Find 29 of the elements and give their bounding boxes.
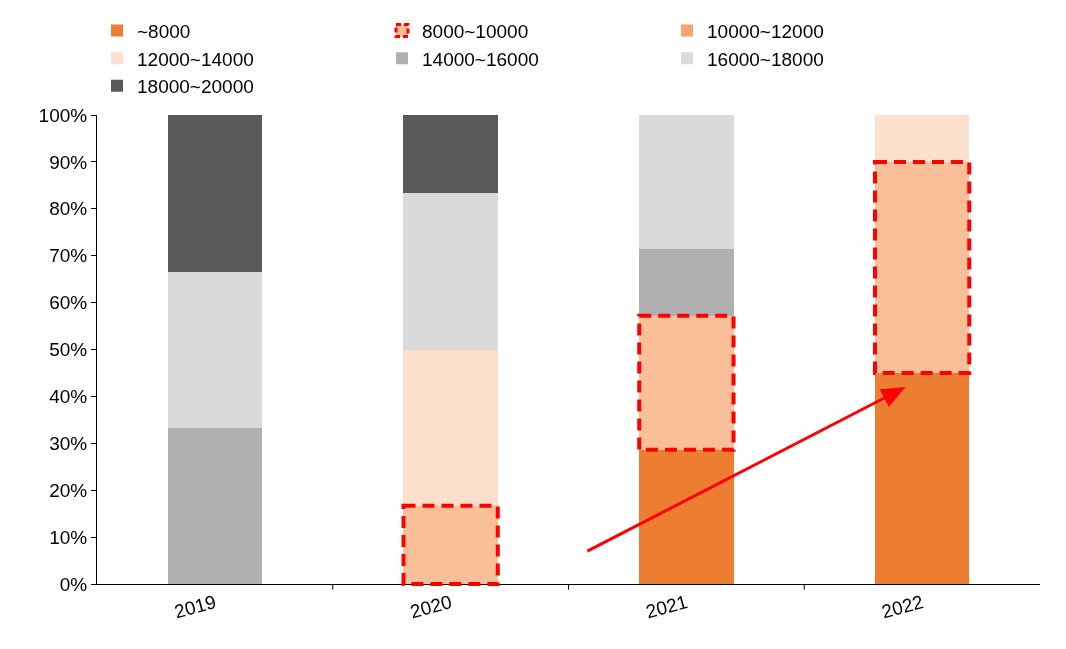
legend-label: 16000~18000 bbox=[707, 48, 824, 70]
bar bbox=[167, 427, 263, 584]
legend-label: 12000~14000 bbox=[137, 48, 254, 70]
x-tick-label: 2021 bbox=[643, 591, 690, 623]
y-tick-label: 10% bbox=[49, 526, 88, 548]
bar bbox=[874, 115, 970, 162]
bar bbox=[167, 271, 263, 428]
y-tick-label: 0% bbox=[59, 573, 88, 595]
bar bbox=[639, 115, 734, 249]
y-tick-label: 60% bbox=[49, 292, 88, 314]
y-tick-label: 20% bbox=[49, 479, 88, 501]
legend-label: ~8000 bbox=[137, 20, 191, 42]
y-tick-label: 70% bbox=[49, 245, 88, 267]
y-tick-label: 50% bbox=[49, 339, 88, 361]
y-tick-label: 90% bbox=[49, 151, 88, 173]
legend-label: 18000~20000 bbox=[137, 76, 254, 98]
bar bbox=[167, 115, 263, 272]
x-tick-label: 2020 bbox=[407, 591, 455, 623]
legend-label: 10000~12000 bbox=[707, 20, 824, 42]
legend-label: 8000~10000 bbox=[422, 20, 529, 42]
bar bbox=[403, 193, 498, 350]
bar bbox=[403, 115, 498, 194]
y-tick-label: 100% bbox=[38, 104, 88, 126]
y-tick-label: 80% bbox=[49, 198, 88, 220]
x-tick-label: 2022 bbox=[879, 591, 926, 623]
x-tick-label: 2019 bbox=[172, 591, 219, 623]
y-tick-label: 30% bbox=[49, 432, 88, 454]
legend-label: 14000~16000 bbox=[422, 48, 539, 70]
y-tick-label: 40% bbox=[49, 386, 88, 408]
